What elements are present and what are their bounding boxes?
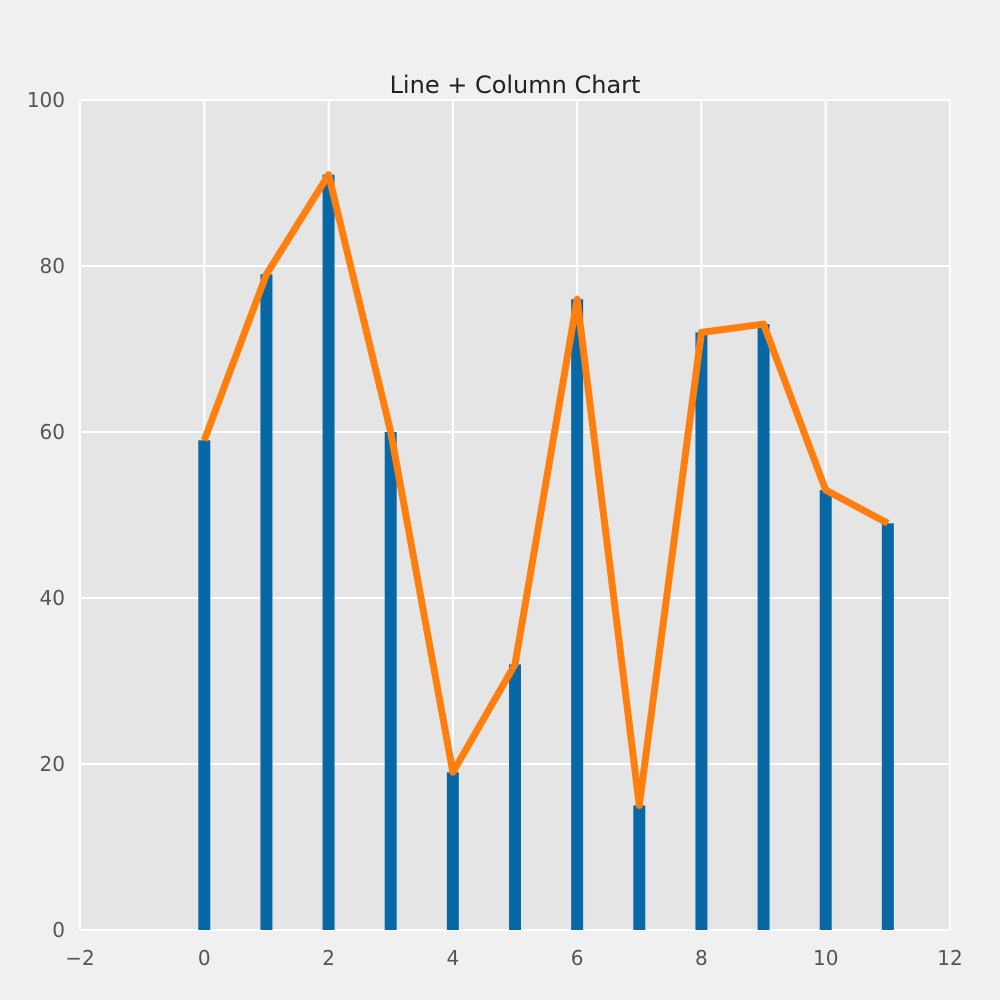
y-tick-label: 20 (40, 752, 65, 776)
series-line (201, 171, 890, 809)
bar (757, 324, 770, 931)
x-tick-label: 4 (446, 946, 459, 970)
bar (198, 440, 211, 930)
y-tick-label: 80 (40, 254, 65, 278)
x-tick-label: 6 (571, 946, 584, 970)
y-tick-label: 100 (27, 88, 65, 112)
x-tick-label: −2 (65, 946, 94, 970)
bar (695, 332, 708, 930)
bar (260, 274, 273, 930)
x-tick-label: 2 (322, 946, 335, 970)
x-axis-ticks: −2 0 2 4 6 8 10 12 (65, 946, 962, 970)
bar (881, 523, 894, 930)
bar (322, 174, 335, 930)
bar (446, 772, 459, 930)
y-tick-label: 60 (40, 420, 65, 444)
bar-series (198, 174, 894, 931)
y-tick-label: 0 (52, 918, 65, 942)
y-axis-ticks: 0 20 40 60 80 100 (27, 88, 65, 942)
x-tick-label: 0 (198, 946, 211, 970)
y-tick-label: 40 (40, 586, 65, 610)
bar (571, 299, 584, 930)
x-tick-label: 12 (937, 946, 962, 970)
chart-title: Line + Column Chart (390, 71, 641, 99)
x-tick-label: 8 (695, 946, 708, 970)
bar (819, 490, 832, 930)
bar (633, 805, 646, 930)
bar (384, 432, 397, 930)
line-series (201, 171, 890, 809)
bar (509, 664, 521, 930)
x-tick-label: 10 (813, 946, 838, 970)
